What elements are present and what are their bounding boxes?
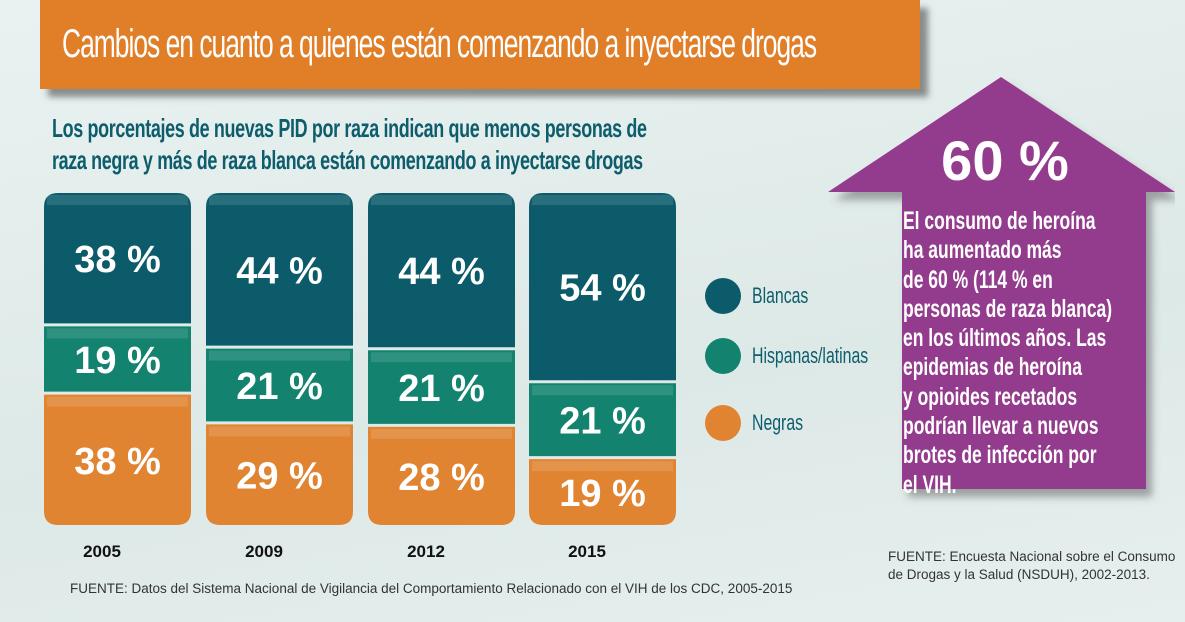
data-label: 21 % [559, 401, 646, 443]
bar-segment-hispanas-latinas [529, 383, 676, 457]
data-label: 54 % [559, 268, 646, 310]
callout-text-line: ha aumentado más [903, 236, 1062, 265]
title-banner: Cambios en cuanto a quienes están comenz… [40, 0, 920, 89]
data-label: 28 % [398, 457, 485, 499]
up-arrow-callout [828, 77, 1175, 489]
bar-highlight [209, 195, 350, 205]
bar-segment-hispanas-latinas [368, 350, 515, 424]
bar-segment-hispanas-latinas [206, 348, 353, 422]
legend-label: Negras [752, 410, 804, 435]
data-label: 19 % [74, 340, 161, 382]
legend-swatch [705, 338, 741, 374]
x-tick-label: 2005 [83, 542, 121, 561]
x-tick-label: 2012 [407, 542, 445, 561]
bar-segment-hispanas-latinas [44, 326, 191, 392]
subtitle: Los porcentajes de nuevas PID por raza i… [52, 112, 647, 176]
data-label: 38 % [74, 239, 161, 281]
callout-text-line: el VIH. [903, 470, 957, 499]
callout-text-line: epidemias de heroína [903, 353, 1082, 382]
source-right-line: de Drogas y la Salud (NSDUH), 2002-2013. [888, 567, 1150, 582]
bar-highlight [371, 195, 512, 205]
legend-swatch [705, 278, 741, 314]
callout-text-line: personas de raza blanca) [903, 294, 1113, 323]
bar-segment-negras [529, 459, 676, 525]
callout-text: El consumo de heroína ha aumentado más de … [903, 207, 1112, 500]
bar-highlight [47, 195, 188, 205]
bar-highlight [47, 396, 188, 407]
x-tick-label: 2009 [245, 542, 283, 561]
bar-highlight [371, 428, 512, 439]
callout-text-line: podrían llevar a nuevos [903, 412, 1099, 441]
bar-segment-negras [368, 426, 515, 525]
page-title: Cambios en cuanto a quienes están comenz… [62, 22, 817, 66]
legend-swatch [705, 405, 741, 441]
source-right: FUENTE: Encuesta Nacional sobre el Consu… [888, 548, 1175, 584]
x-tick-label: 2015 [568, 542, 606, 561]
bar-highlight [47, 328, 188, 339]
bar-highlight [532, 195, 673, 205]
bar-segment-blancas [368, 193, 515, 348]
bar-segment-blancas [44, 193, 191, 324]
callout-text-line: y opioides recetados [903, 382, 1078, 411]
callout-text-line: de 60 % (114 % en [903, 265, 1053, 294]
bar-highlight [532, 385, 673, 396]
bar-segment-negras [44, 394, 191, 525]
source-left: FUENTE: Datos del Sistema Nacional de Vi… [70, 581, 793, 596]
callout-big-value: 60 % [941, 129, 1069, 192]
legend-label: Blancas [752, 283, 809, 308]
legend-label: Hispanas/latinas [752, 343, 869, 368]
data-label: 38 % [74, 441, 161, 483]
data-label: 21 % [236, 366, 323, 408]
bar-highlight [371, 352, 512, 363]
source-right-line: FUENTE: Encuesta Nacional sobre el Consu… [888, 549, 1176, 564]
callout-text-line: El consumo de heroína [903, 207, 1096, 235]
callout-text-line: en los últimos años. Las [903, 324, 1107, 353]
bar-highlight [209, 426, 350, 437]
data-label: 44 % [236, 250, 323, 292]
bar-highlight [532, 461, 673, 472]
subtitle-line: raza negra y más de raza blanca están co… [52, 145, 643, 175]
subtitle-line: Los porcentajes de nuevas PID por raza i… [52, 113, 647, 143]
data-label: 44 % [398, 251, 485, 293]
bar-segment-blancas [206, 193, 353, 346]
data-label: 19 % [559, 473, 646, 515]
data-label: 21 % [398, 368, 485, 410]
callout-text-line: brotes de infección por [903, 441, 1097, 470]
bar-highlight [209, 350, 350, 361]
bar-segment-blancas [529, 193, 676, 381]
bar-segment-negras [206, 424, 353, 525]
data-label: 29 % [236, 456, 323, 498]
